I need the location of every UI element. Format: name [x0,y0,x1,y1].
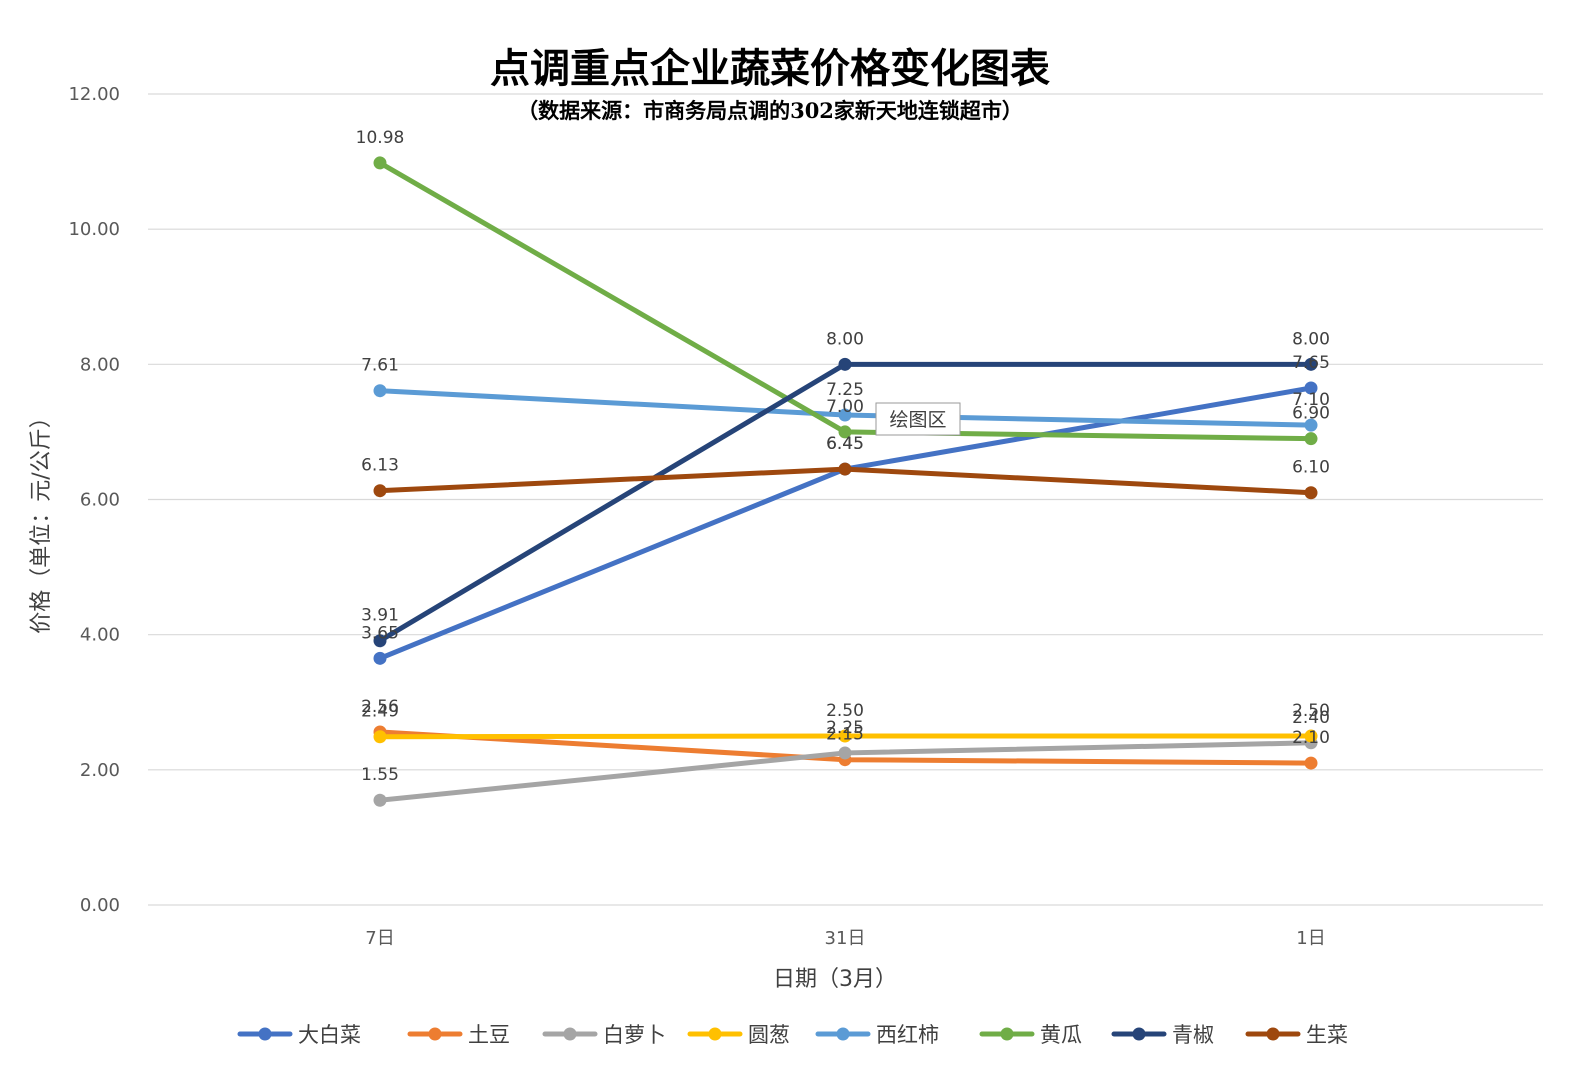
legend-swatch-marker [1266,1027,1280,1041]
data-label: 7.10 [1292,390,1330,410]
legend-swatch-marker [563,1027,577,1041]
series-黄瓜 [373,156,1318,446]
x-tick-label: 31日 [825,928,866,949]
data-label: 2.50 [1292,701,1330,721]
series-lines [373,156,1318,807]
data-point [373,730,387,744]
y-axis-title: 价格（单位：元/公斤） [29,406,54,633]
chart-title: 点调重点企业蔬菜价格变化图表 [490,45,1050,92]
data-label: 2.15 [826,725,864,745]
legend-item: 大白菜 [237,1023,361,1047]
data-label: 6.13 [361,456,399,476]
legend: 大白菜 土豆 白萝卜 圆葱 西红柿 黄瓜 青椒 生菜 [237,1023,1348,1047]
y-tick-label: 4.00 [80,625,120,646]
x-tick-label: 7日 [365,928,394,949]
data-label: 8.00 [1292,329,1330,349]
data-labels: 3.65 6.45 7.65 2.56 2.15 2.10 1.55 2.25 2.40 2.49… [356,128,1330,785]
x-axis-ticks: 7日 31日 1日 [365,928,1325,949]
legend-item: 黄瓜 [979,1023,1082,1047]
legend-item: 白萝卜 [542,1023,666,1047]
legend-label: 青椒 [1172,1023,1214,1047]
data-point [838,729,852,743]
legend-label: 土豆 [468,1023,510,1047]
legend-item: 西红柿 [815,1023,939,1047]
x-tick-label: 1日 [1296,928,1325,949]
data-label: 1.55 [361,765,399,785]
y-tick-label: 0.00 [80,895,120,916]
data-point [838,462,852,476]
data-point [838,425,852,439]
legend-label: 白萝卜 [603,1023,666,1047]
legend-swatch-marker [258,1027,272,1041]
data-label: 2.50 [826,701,864,721]
series-圆葱 [373,729,1318,744]
data-label: 2.56 [361,697,399,717]
legend-item: 土豆 [407,1023,510,1047]
data-label: 10.98 [356,128,405,148]
legend-label: 黄瓜 [1040,1023,1082,1047]
data-point [838,357,852,371]
data-label: 6.45 [826,434,864,454]
legend-item: 青椒 [1111,1023,1214,1047]
data-point [1304,756,1318,770]
tooltip-box [875,402,961,436]
data-label: 6.10 [1292,458,1330,478]
data-label: 7.00 [826,397,864,417]
legend-item: 生菜 [1245,1023,1348,1047]
y-tick-label: 6.00 [80,490,120,511]
data-point [838,408,852,422]
data-label: 2.40 [1292,708,1330,728]
data-label: 6.90 [1292,404,1330,424]
legend-item: 圆葱 [687,1023,790,1047]
data-point [373,384,387,398]
data-label: 2.49 [361,702,399,722]
y-tick-label: 2.00 [80,760,120,781]
data-point [1304,486,1318,500]
data-point [373,156,387,170]
data-label: 2.10 [1292,728,1330,748]
data-label: 2.25 [826,718,864,738]
data-label: 3.65 [361,623,399,643]
series-西红柿 [373,384,1318,432]
data-point [1304,418,1318,432]
chart-subtitle: （数据来源：市商务局点调的302家新天地连锁超市） [517,98,1023,123]
legend-swatch-marker [708,1027,722,1041]
data-point [1304,729,1318,743]
data-label: 7.65 [1292,353,1330,373]
data-label: 3.91 [361,606,399,626]
data-point [838,746,852,760]
y-tick-label: 8.00 [80,354,120,375]
data-label: 7.61 [361,356,399,376]
data-point [373,651,387,665]
legend-swatch-marker [1132,1027,1146,1041]
plot-area-tooltip: 绘图区 [875,402,961,436]
series-生菜 [373,462,1318,500]
tooltip-text: 绘图区 [889,409,946,431]
legend-label: 圆葱 [748,1023,790,1047]
legend-label: 大白菜 [298,1023,361,1047]
y-axis-ticks: 0.00 2.00 4.00 6.00 8.00 10.00 12.00 [68,84,120,916]
data-point [1304,357,1318,371]
data-point [373,484,387,498]
legend-label: 西红柿 [876,1023,939,1047]
data-label: 6.45 [826,434,864,454]
data-label: 8.00 [826,329,864,349]
data-point [373,793,387,807]
data-label: 7.25 [826,380,864,400]
legend-swatch-marker [836,1027,850,1041]
data-point [373,634,387,648]
legend-label: 生菜 [1306,1023,1348,1047]
legend-swatch-marker [1000,1027,1014,1041]
y-tick-label: 10.00 [68,219,120,240]
data-point [1304,432,1318,446]
series-青椒 [373,357,1318,648]
y-tick-label: 12.00 [68,84,120,105]
data-point [1304,381,1318,395]
x-axis-title: 日期（3月） [773,967,897,992]
legend-swatch-marker [428,1027,442,1041]
